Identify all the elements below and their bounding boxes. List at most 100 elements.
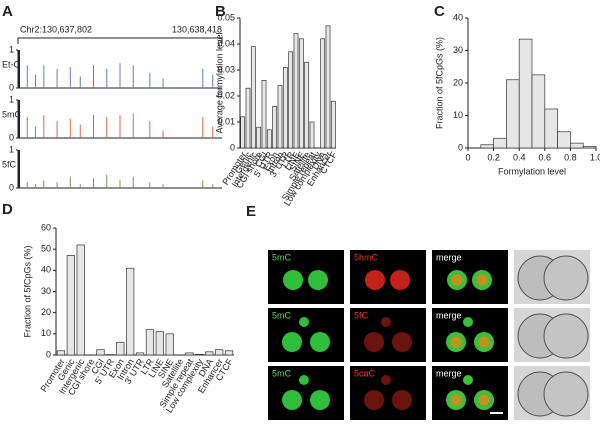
bar [185,352,194,356]
bar [282,67,288,149]
bar [155,331,164,356]
x-tick-label: 0.8 [564,152,577,162]
bar [165,333,174,356]
micrograph: 5mC [268,250,344,304]
panel-label: A [2,3,13,20]
nucleus [364,390,384,410]
image-frame [432,366,508,420]
bar [330,100,336,149]
channel-label: 5hmC [354,252,379,262]
coordinate-bracket [17,37,223,44]
y-tick-label: 40 [453,12,463,22]
nucleus [310,390,330,410]
histogram-bar [493,137,507,149]
bar [320,38,326,149]
panel-label: B [215,3,226,20]
nucleus-overlap [450,336,462,348]
x-tick-label: 1.0 [590,152,600,162]
y-tick-label: 40 [41,265,51,275]
coordinate-left: Chr2:130,637,802 [20,24,92,34]
y-tick-label: 0.03 [217,64,235,74]
nucleus-overlap [451,274,463,286]
nucleus [390,270,410,290]
nucleus-overlap [450,394,462,406]
bar [288,51,294,149]
y-tick-label: 60 [41,222,51,232]
y-tick-label: 0 [9,132,14,142]
nucleus-overlap [478,394,490,406]
bar [76,244,85,356]
y-tick-label: 20 [41,307,51,317]
y-axis-label: Fraction of 5fCpGs (%) [434,37,444,129]
x-tick-label: 0.2 [487,152,500,162]
image-frame [350,308,426,362]
y-tick-label: 0.02 [217,90,235,100]
image-frame [432,250,508,304]
micrograph: merge [432,366,508,420]
channel-label: merge [436,252,462,262]
panel-label: D [2,201,13,218]
channel-label: 5mC [272,252,292,262]
nucleus [299,317,309,327]
track-name: 5mC [2,109,22,119]
bar [56,350,66,356]
bar [293,33,299,149]
bar [309,121,315,149]
x-tick-label: 0 [465,152,470,162]
bar [116,341,125,356]
y-axis-label: Average formylation level [214,33,224,134]
channel-label: 5mC [272,368,292,378]
nucleus [381,317,391,327]
bar [325,25,331,149]
bar [66,255,75,356]
histogram-bar [570,142,584,149]
nucleus [392,390,412,410]
channel-label: merge [436,368,462,378]
cell [543,313,589,359]
image-frame [350,250,426,304]
cell [543,255,589,301]
histogram-bar [480,144,494,149]
micrograph: 5hmC [350,250,426,304]
y-tick-label: 10 [453,110,463,120]
y-tick-label: 0.01 [217,116,235,126]
bar [195,354,204,356]
micrograph: 5mC [268,366,344,420]
bar [240,116,246,149]
y-tick-label: 1 [9,144,14,154]
histogram-bar [531,74,546,149]
bar [215,349,224,356]
y-tick-label: 0 [9,82,14,92]
y-tick-label: 30 [453,45,463,55]
micrograph: 5mC [268,308,344,362]
bar [205,351,214,356]
micrograph [514,366,590,420]
bar [250,46,256,149]
nucleus [283,270,303,290]
histogram-bar [506,79,520,149]
track-name: 5fC [2,159,17,169]
bar [224,350,234,356]
channel-label: 5caC [354,368,376,378]
channel-label: 5fC [354,310,369,320]
nucleus [308,270,328,290]
histogram-bar [544,108,558,149]
y-tick-label: 0.05 [217,12,235,22]
y-tick-label: 0 [9,182,14,192]
histogram-bar [557,131,571,149]
panel-label: C [434,3,445,20]
micrograph: merge [432,308,508,362]
nucleus-overlap [476,274,488,286]
nucleus [463,317,473,327]
bar [298,38,304,149]
nucleus [364,332,384,352]
bar [266,129,272,149]
image-frame [432,308,508,362]
histogram-bar [518,38,533,149]
channel-label: 5mC [272,310,292,320]
bar [272,106,278,149]
nucleus [310,332,330,352]
micrograph: merge [432,250,508,304]
y-tick-label: 0.04 [217,38,235,48]
nucleus-overlap [478,336,490,348]
